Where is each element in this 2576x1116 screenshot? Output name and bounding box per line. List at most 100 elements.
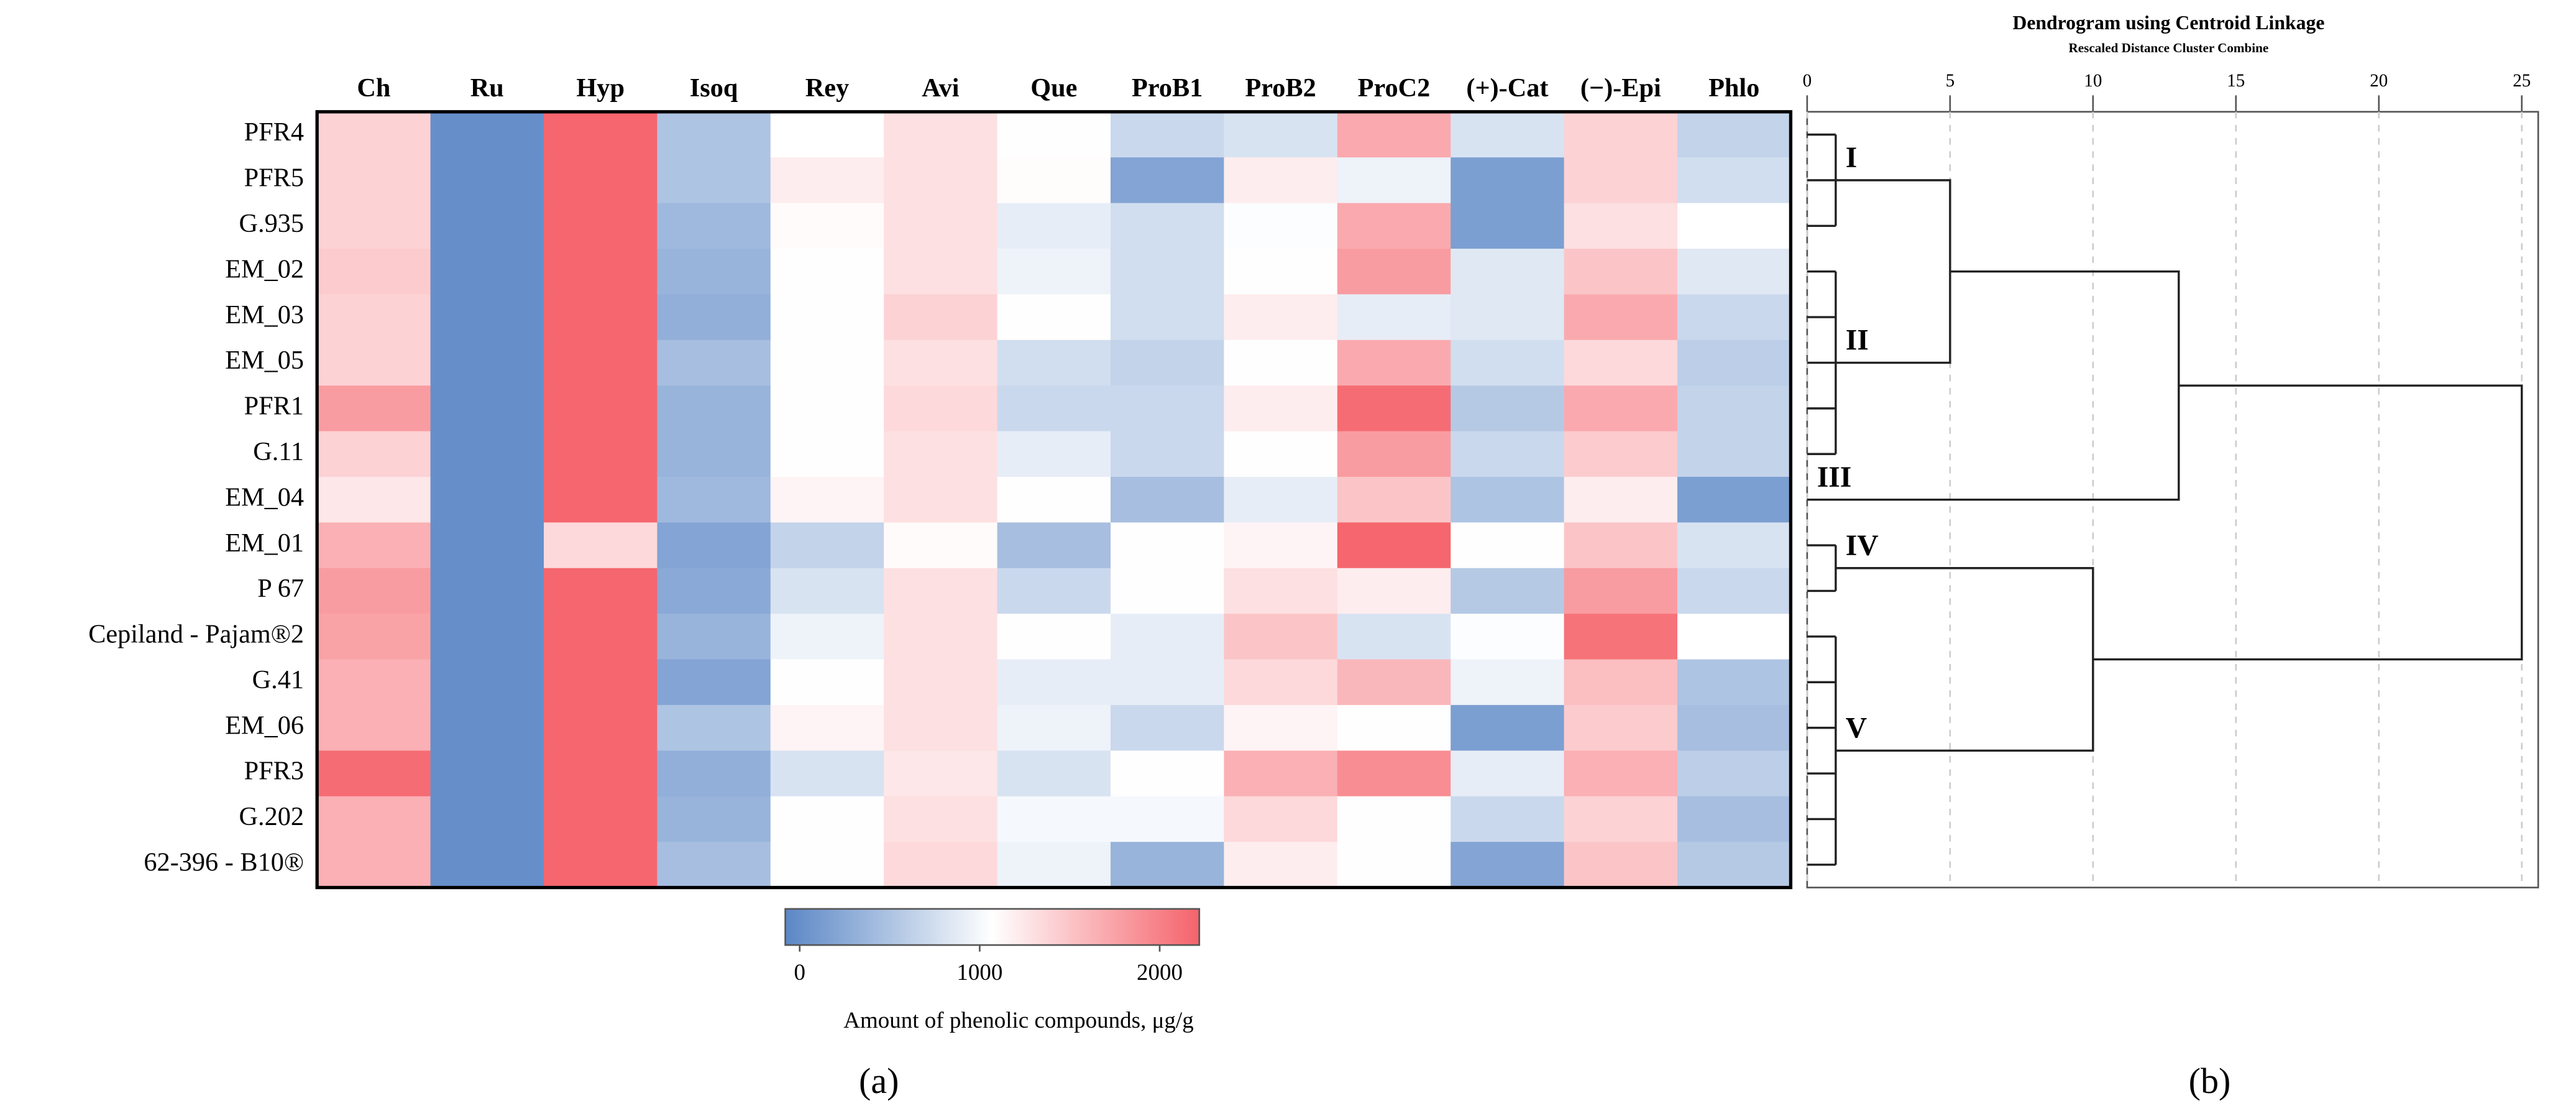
heatmap-cell xyxy=(430,385,545,432)
heatmap-cell xyxy=(543,294,658,341)
colorbar-tick-label: 2000 xyxy=(1137,960,1183,985)
cluster-label: I xyxy=(1846,142,1858,174)
column-label: Hyp xyxy=(576,73,625,103)
heatmap-cell xyxy=(997,750,1112,798)
heatmap-cell xyxy=(430,659,545,706)
heatmap-cell xyxy=(543,385,658,432)
heatmap-cell xyxy=(1111,248,1225,295)
row-label: EM_06 xyxy=(225,711,304,740)
heatmap-cell xyxy=(1677,203,1792,250)
heatmap-cell xyxy=(770,248,885,295)
row-label: G.11 xyxy=(253,437,304,466)
heatmap-cell xyxy=(997,339,1112,387)
column-label: ProC2 xyxy=(1358,73,1431,103)
heatmap-cell xyxy=(657,203,772,250)
cluster-label: III xyxy=(1817,461,1852,494)
heatmap-cell xyxy=(1224,522,1339,570)
colorbar-label: Amount of phenolic compounds, μg/g xyxy=(843,1008,1193,1033)
heatmap-cell xyxy=(543,522,658,570)
x-tick-label: 10 xyxy=(2084,71,2102,91)
heatmap-cell xyxy=(1337,796,1452,843)
heatmap-cell xyxy=(657,522,772,570)
row-label: G.41 xyxy=(252,665,304,694)
heatmap-cell xyxy=(1224,796,1339,843)
heatmap-cell xyxy=(543,842,658,888)
heatmap-cell xyxy=(1677,111,1792,159)
row-label: Cepiland - Pajam®2 xyxy=(88,620,304,649)
heatmap-cell xyxy=(884,431,998,478)
heatmap-cell xyxy=(657,659,772,706)
heatmap-cell xyxy=(1111,842,1225,888)
heatmap-cell xyxy=(1677,842,1792,888)
heatmap-cell xyxy=(1111,431,1225,478)
heatmap-cell xyxy=(770,431,885,478)
heatmap-border xyxy=(315,110,1793,890)
heatmap-cell xyxy=(657,568,772,615)
heatmap-cell xyxy=(884,750,998,798)
heatmap-cell xyxy=(543,476,658,523)
heatmap-cell xyxy=(657,614,772,660)
column-label: Phlo xyxy=(1708,73,1759,103)
heatmap-cell xyxy=(1451,522,1565,570)
heatmap-cell xyxy=(1337,704,1452,752)
heatmap-cell xyxy=(997,659,1112,706)
heatmap-cell xyxy=(1564,203,1679,250)
heatmap-cell xyxy=(1337,111,1452,159)
heatmap-cell xyxy=(1337,431,1452,478)
heatmap-cell xyxy=(1111,294,1225,341)
heatmap-cell xyxy=(1451,614,1565,660)
heatmap-cell xyxy=(317,750,431,798)
heatmap-cell xyxy=(1564,339,1679,387)
heatmap-cell xyxy=(1677,659,1792,706)
heatmap-cell xyxy=(1451,568,1565,615)
heatmap-cell xyxy=(317,431,431,478)
heatmap-cell xyxy=(1111,476,1225,523)
row-label: PFR4 xyxy=(244,118,304,147)
row-label: EM_01 xyxy=(225,528,304,558)
heatmap-cell xyxy=(1224,431,1339,478)
dendrogram-title: Dendrogram using Centroid Linkage xyxy=(2012,12,2324,34)
heatmap-cell xyxy=(1224,659,1339,706)
heatmap-cell xyxy=(1451,294,1565,341)
heatmap-cell xyxy=(317,842,431,888)
heatmap-cell xyxy=(997,431,1112,478)
panel-label: (a) xyxy=(859,1061,899,1101)
heatmap-cell xyxy=(770,157,885,204)
x-tick-label: 25 xyxy=(2513,71,2531,91)
heatmap-cell xyxy=(657,796,772,843)
heatmap-cell xyxy=(657,431,772,478)
heatmap-cell xyxy=(430,842,545,888)
column-label: Rey xyxy=(805,73,849,103)
heatmap-cell xyxy=(1337,522,1452,570)
heatmap-cell xyxy=(1337,659,1452,706)
heatmap-cell xyxy=(997,796,1112,843)
heatmap-cell xyxy=(997,522,1112,570)
row-label: EM_03 xyxy=(225,300,304,330)
heatmap-cell xyxy=(317,659,431,706)
row-label: EM_02 xyxy=(225,254,304,284)
row-label: EM_04 xyxy=(225,482,304,512)
heatmap-cell xyxy=(1337,476,1452,523)
heatmap-cell xyxy=(430,522,545,570)
heatmap-cell xyxy=(1564,431,1679,478)
heatmap-cell xyxy=(657,294,772,341)
heatmap-cell xyxy=(1337,750,1452,798)
heatmap-cell xyxy=(1337,842,1452,888)
heatmap-cell xyxy=(1564,294,1679,341)
heatmap-cell xyxy=(997,157,1112,204)
heatmap-cell xyxy=(770,614,885,660)
heatmap-cell xyxy=(1337,248,1452,295)
heatmap-cell xyxy=(1337,614,1452,660)
heatmap-cell xyxy=(543,704,658,752)
heatmap-cell xyxy=(1111,339,1225,387)
heatmap-cell xyxy=(543,248,658,295)
heatmap-cell xyxy=(1111,203,1225,250)
heatmap-cell xyxy=(317,476,431,523)
heatmap-cell xyxy=(884,659,998,706)
heatmap-cell xyxy=(1224,203,1339,250)
heatmap-cell xyxy=(884,568,998,615)
heatmap-cell xyxy=(1111,704,1225,752)
heatmap-cell xyxy=(1224,568,1339,615)
heatmap-cell xyxy=(884,339,998,387)
heatmap-cell xyxy=(997,203,1112,250)
